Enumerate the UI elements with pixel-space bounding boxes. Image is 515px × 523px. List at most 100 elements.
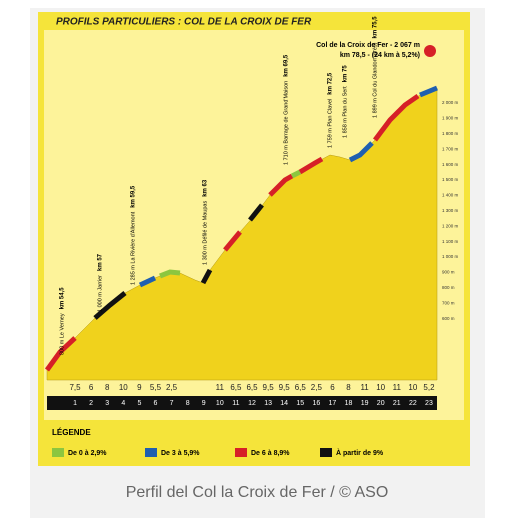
place: 1 300 m Défilé de Maupas km 63	[202, 179, 208, 265]
segment	[44, 336, 77, 372]
gradient: 11	[216, 383, 225, 392]
altitude-label: 2 000 m	[442, 100, 459, 105]
place-km: km 63	[203, 179, 209, 197]
km-number: 4	[121, 400, 125, 407]
gradient: 9,5	[263, 383, 275, 392]
place-label: 1 899 m Col du Glandon (près)	[372, 42, 378, 118]
km-number: 20	[377, 400, 385, 407]
segment	[248, 203, 264, 222]
segment	[348, 141, 374, 163]
km-number: 9	[202, 400, 206, 407]
gradient: 6	[89, 383, 94, 392]
altitude-label: 700 m	[442, 300, 455, 305]
km-number: 1	[73, 400, 77, 407]
place-label: 1 710 m Barrage de Grand'Maison	[283, 81, 289, 165]
segment	[298, 156, 324, 175]
legend-item: De 6 à 8,9%	[251, 450, 290, 457]
legend-swatch	[320, 448, 332, 457]
caption: Perfil del Col la Croix de Fer / © ASO	[126, 484, 389, 501]
gradient: 6	[330, 383, 335, 392]
gradient: 10	[376, 383, 385, 392]
place-km: km 59,5	[131, 185, 137, 208]
legend-swatch	[145, 448, 157, 457]
segment	[419, 85, 438, 98]
place-km: km 75	[343, 65, 349, 83]
altitude-label: 1 800 m	[442, 131, 459, 136]
segment	[159, 269, 181, 279]
gradient: 8	[346, 383, 351, 392]
gradient: 5,2	[423, 383, 435, 392]
place-km: km 69,5	[284, 54, 290, 77]
gradient: 9	[137, 383, 142, 392]
km-number: 17	[329, 400, 337, 407]
segment	[373, 93, 420, 142]
altitude-label: 1 200 m	[442, 223, 459, 228]
gradient: 7,5	[69, 383, 81, 392]
km-number: 8	[186, 400, 190, 407]
summit-marker	[424, 45, 436, 57]
altitude-label: 1 700 m	[442, 146, 459, 151]
altitude-label: 1 500 m	[442, 177, 459, 182]
altitude-label: 1 900 m	[442, 116, 459, 121]
gradient: 11	[360, 383, 369, 392]
gradient-colors	[44, 85, 438, 372]
place-label: 1 300 m Défilé de Maupas	[202, 201, 208, 265]
gradient: 5,5	[150, 383, 162, 392]
legend-swatch	[52, 448, 64, 457]
altitude-label: 1 000 m	[442, 254, 459, 259]
segment	[93, 291, 127, 320]
altitude-label: 900 m	[442, 270, 455, 275]
legend-item: De 0 à 2,9%	[68, 450, 107, 457]
segment	[268, 173, 294, 197]
gradient: 2,5	[311, 383, 323, 392]
legend-item: À partir de 9%	[336, 448, 384, 457]
place-km: km 72,5	[328, 72, 334, 95]
place: 1 899 m Col du Glandon (près) km 75,5	[372, 16, 378, 118]
legend-title: LÉGENDE	[52, 428, 91, 437]
km-number: 12	[248, 400, 256, 407]
km-number: 10	[216, 400, 224, 407]
gradient: 11	[393, 383, 402, 392]
km-number: 15	[296, 400, 304, 407]
place-label: 1 858 m Plan du Sert	[342, 86, 348, 138]
km-number: 11	[232, 400, 239, 407]
km-number: 16	[312, 400, 320, 407]
km-number: 14	[280, 400, 288, 407]
legend-item: De 3 à 5,9%	[161, 450, 200, 457]
place: 1 759 m Plan Clavel km 72,5	[327, 72, 333, 148]
km-number: 5	[137, 400, 141, 407]
place-km: km 54,5	[60, 287, 66, 310]
place-km: km 57	[98, 253, 104, 271]
gradient: 9,5	[279, 383, 291, 392]
km-number: 6	[154, 400, 158, 407]
km-number: 13	[264, 400, 272, 407]
gradient: 6,5	[230, 383, 242, 392]
altitude-label: 1 300 m	[442, 208, 459, 213]
summit-name: Col de la Croix de Fer - 2 067 m	[316, 42, 420, 49]
title: PROFILS PARTICULIERS : COL DE LA CROIX D…	[56, 17, 312, 28]
altitude-label: 1 600 m	[442, 162, 459, 167]
place-label: 1 285 m La Rivière d'Allemont	[130, 211, 136, 285]
place-label: 800 m Le Verney	[59, 313, 65, 355]
segment	[200, 268, 213, 285]
gradient: 2,5	[166, 383, 178, 392]
altitude-label: 1 100 m	[442, 239, 459, 244]
altitude-label: 1 400 m	[442, 193, 459, 198]
km-number: 19	[361, 400, 369, 407]
km-number: 2	[89, 400, 93, 407]
place: 800 m Le Verney km 54,5	[59, 287, 65, 355]
segment	[290, 169, 302, 179]
legend-swatch	[235, 448, 247, 457]
summit-detail: km 78,5 - (24 km à 5,2%)	[340, 52, 420, 59]
place: 1 000 m Jarrier km 57	[97, 253, 103, 312]
segment	[138, 275, 157, 288]
altitude-label: 800 m	[442, 285, 455, 290]
place-label: 1 000 m Jarrier	[97, 275, 103, 312]
place-label: 1 759 m Plan Clavel	[327, 99, 333, 148]
km-number: 22	[409, 400, 417, 407]
gradient: 6,5	[246, 383, 258, 392]
km-bar	[47, 396, 437, 410]
altitude-label: 600 m	[442, 316, 455, 321]
gradient: 6,5	[295, 383, 307, 392]
